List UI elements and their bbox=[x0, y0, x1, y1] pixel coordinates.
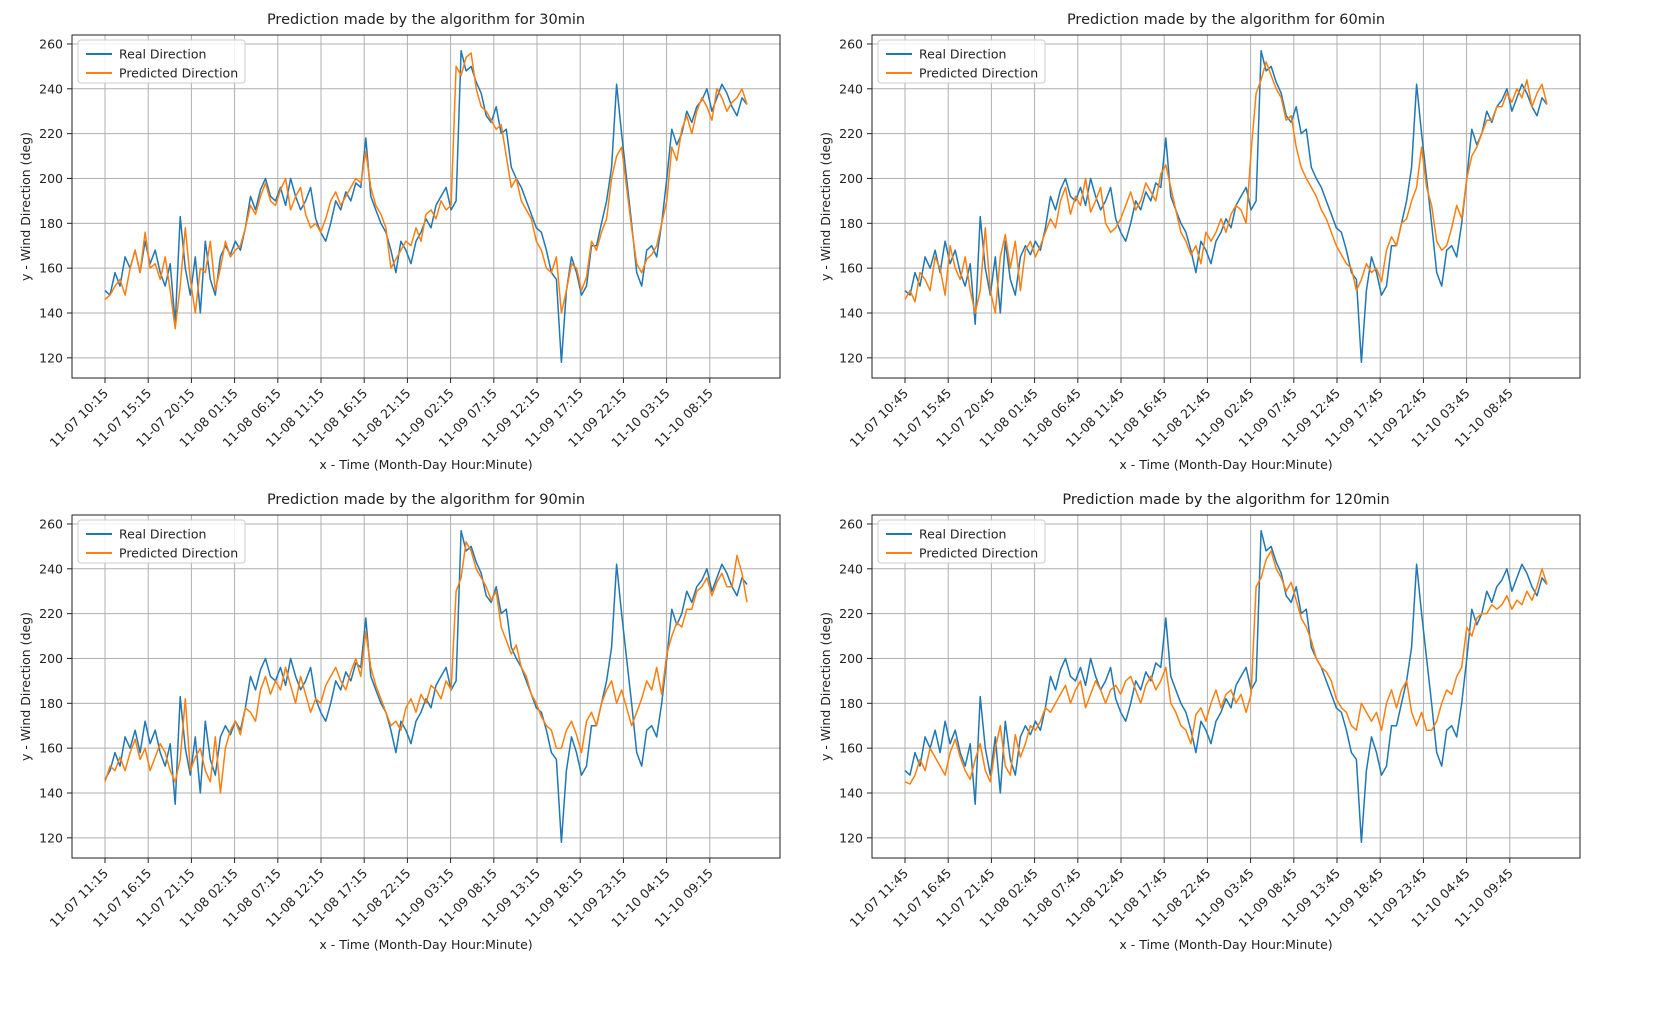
chart-1-plot-frame bbox=[871, 34, 1581, 379]
chart-2-legend-box bbox=[77, 519, 246, 564]
chart-2-ytick-label-4: 200 bbox=[39, 651, 63, 666]
chart-0-grid bbox=[72, 35, 780, 378]
chart-3-plot-frame bbox=[871, 514, 1581, 859]
chart-svg-120min: Prediction made by the algorithm for 120… bbox=[818, 492, 1581, 952]
chart-svg-30min: Prediction made by the algorithm for 30m… bbox=[18, 12, 781, 472]
chart-3-legend-label-real: Real Direction bbox=[919, 527, 1006, 542]
chart-3-ytick-label-3: 180 bbox=[839, 696, 863, 711]
chart-2-title: Prediction made by the algorithm for 90m… bbox=[267, 492, 585, 508]
chart-3-xlabel: x - Time (Month-Day Hour:Minute) bbox=[1119, 937, 1332, 952]
chart-0-title: Prediction made by the algorithm for 30m… bbox=[267, 12, 585, 28]
chart-1-series-real-line bbox=[904, 49, 1548, 364]
chart-3-series-predicted-line bbox=[904, 550, 1548, 785]
chart-0-ytick-label-4: 200 bbox=[39, 171, 63, 186]
chart-0-ytick-label-1: 140 bbox=[39, 305, 63, 320]
chart-svg-60min: Prediction made by the algorithm for 60m… bbox=[818, 12, 1581, 472]
chart-3-legend-label-predicted: Predicted Direction bbox=[919, 546, 1038, 561]
chart-2-series-real-line bbox=[104, 529, 748, 844]
chart-1-grid bbox=[872, 35, 1580, 378]
chart-1-ytick-label-1: 140 bbox=[839, 305, 863, 320]
chart-1-legend: Real Direction Predicted Direction bbox=[877, 39, 1046, 84]
chart-0-series-real-line bbox=[104, 49, 748, 364]
chart-0-series-predicted-line bbox=[104, 52, 748, 330]
chart-0-ytick-label-5: 220 bbox=[39, 126, 63, 141]
chart-0-plot-frame bbox=[71, 34, 781, 379]
chart-0-ylabel: y - Wind Direction (deg) bbox=[18, 132, 33, 281]
chart-1-ytick-label-7: 260 bbox=[839, 36, 863, 51]
chart-1-ytick-label-3: 180 bbox=[839, 216, 863, 231]
chart-1-xlabel: x - Time (Month-Day Hour:Minute) bbox=[1119, 457, 1332, 472]
chart-1-ytick-label-4: 200 bbox=[839, 171, 863, 186]
chart-3-ytick-label-6: 240 bbox=[839, 561, 863, 576]
chart-panel-30min: Prediction made by the algorithm for 30m… bbox=[0, 0, 800, 484]
chart-3-ytick-label-7: 260 bbox=[839, 516, 863, 531]
chart-2-grid bbox=[72, 515, 780, 858]
chart-2-xlabel: x - Time (Month-Day Hour:Minute) bbox=[319, 937, 532, 952]
chart-2-legend: Real Direction Predicted Direction bbox=[77, 519, 246, 564]
chart-0-ytick-label-2: 160 bbox=[39, 261, 63, 276]
chart-1-ytick-label-5: 220 bbox=[839, 126, 863, 141]
chart-panel-120min: Prediction made by the algorithm for 120… bbox=[800, 480, 1620, 964]
chart-3-ytick-label-5: 220 bbox=[839, 606, 863, 621]
chart-2-ytick-label-2: 160 bbox=[39, 741, 63, 756]
chart-svg-90min: Prediction made by the algorithm for 90m… bbox=[18, 492, 781, 952]
chart-panel-90min: Prediction made by the algorithm for 90m… bbox=[0, 480, 800, 964]
chart-3-ytick-label-2: 160 bbox=[839, 741, 863, 756]
chart-1-ytick-label-6: 240 bbox=[839, 81, 863, 96]
chart-1-ytick-label-0: 120 bbox=[839, 350, 863, 365]
chart-2-legend-label-real: Real Direction bbox=[119, 527, 206, 542]
chart-3-legend: Real Direction Predicted Direction bbox=[877, 519, 1046, 564]
chart-3-ytick-label-1: 140 bbox=[839, 785, 863, 800]
chart-2-legend-label-predicted: Predicted Direction bbox=[119, 546, 238, 561]
chart-2-plot-frame bbox=[71, 514, 781, 859]
chart-3-ylabel: y - Wind Direction (deg) bbox=[818, 612, 833, 761]
chart-1-title: Prediction made by the algorithm for 60m… bbox=[1067, 12, 1385, 28]
chart-0-ytick-label-0: 120 bbox=[39, 350, 63, 365]
chart-0-legend-label-predicted: Predicted Direction bbox=[119, 66, 238, 81]
chart-0-legend: Real Direction Predicted Direction bbox=[77, 39, 246, 84]
chart-0-legend-box bbox=[77, 39, 246, 84]
chart-panel-60min: Prediction made by the algorithm for 60m… bbox=[800, 0, 1620, 484]
chart-0-ytick-label-7: 260 bbox=[39, 36, 63, 51]
chart-0-ytick-label-6: 240 bbox=[39, 81, 63, 96]
chart-3-grid bbox=[872, 515, 1580, 858]
chart-2-ytick-label-1: 140 bbox=[39, 785, 63, 800]
chart-2-ytick-label-6: 240 bbox=[39, 561, 63, 576]
chart-3-ytick-label-4: 200 bbox=[839, 651, 863, 666]
chart-1-legend-label-predicted: Predicted Direction bbox=[919, 66, 1038, 81]
chart-3-ytick-label-0: 120 bbox=[839, 830, 863, 845]
chart-2-ytick-label-3: 180 bbox=[39, 696, 63, 711]
chart-2-ylabel: y - Wind Direction (deg) bbox=[18, 612, 33, 761]
chart-2-series-predicted-line bbox=[104, 541, 748, 794]
chart-2-ytick-label-5: 220 bbox=[39, 606, 63, 621]
chart-1-ytick-label-2: 160 bbox=[839, 261, 863, 276]
chart-0-ytick-label-3: 180 bbox=[39, 216, 63, 231]
chart-1-ylabel: y - Wind Direction (deg) bbox=[818, 132, 833, 281]
chart-0-xlabel: x - Time (Month-Day Hour:Minute) bbox=[319, 457, 532, 472]
chart-2-ytick-label-7: 260 bbox=[39, 516, 63, 531]
chart-3-title: Prediction made by the algorithm for 120… bbox=[1062, 492, 1389, 508]
chart-3-series-real-line bbox=[904, 529, 1548, 844]
chart-1-legend-box bbox=[877, 39, 1046, 84]
chart-2-ytick-label-0: 120 bbox=[39, 830, 63, 845]
chart-0-legend-label-real: Real Direction bbox=[119, 47, 206, 62]
chart-3-legend-box bbox=[877, 519, 1046, 564]
chart-1-legend-label-real: Real Direction bbox=[919, 47, 1006, 62]
chart-1-series-predicted-line bbox=[904, 61, 1548, 314]
